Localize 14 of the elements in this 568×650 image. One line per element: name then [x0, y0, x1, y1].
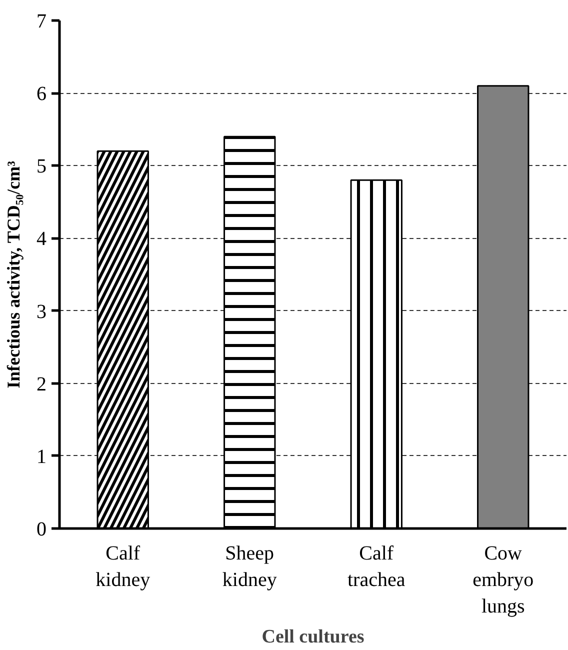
y-tick-label: 1	[36, 446, 46, 468]
x-tick-label: Calf trachea	[348, 542, 406, 591]
y-tick-label: 4	[36, 228, 46, 250]
x-tick-label: Calf kidney	[96, 542, 150, 591]
y-tick-label: 7	[36, 10, 46, 32]
y-tick-label: 3	[36, 300, 46, 323]
y-tick-label: 5	[36, 156, 46, 178]
y-tick-label: 6	[36, 83, 46, 106]
x-axis-title: Cell cultures	[262, 626, 364, 648]
y-axis-title: Infectious activity, TCD₅₀/cm³	[4, 160, 24, 388]
y-tick-label: 2	[36, 373, 46, 396]
y-tick-label: 0	[36, 518, 46, 540]
x-tick-label: Cow embryo lungs	[472, 542, 534, 618]
x-tick-label: Sheep kidney	[222, 542, 277, 591]
